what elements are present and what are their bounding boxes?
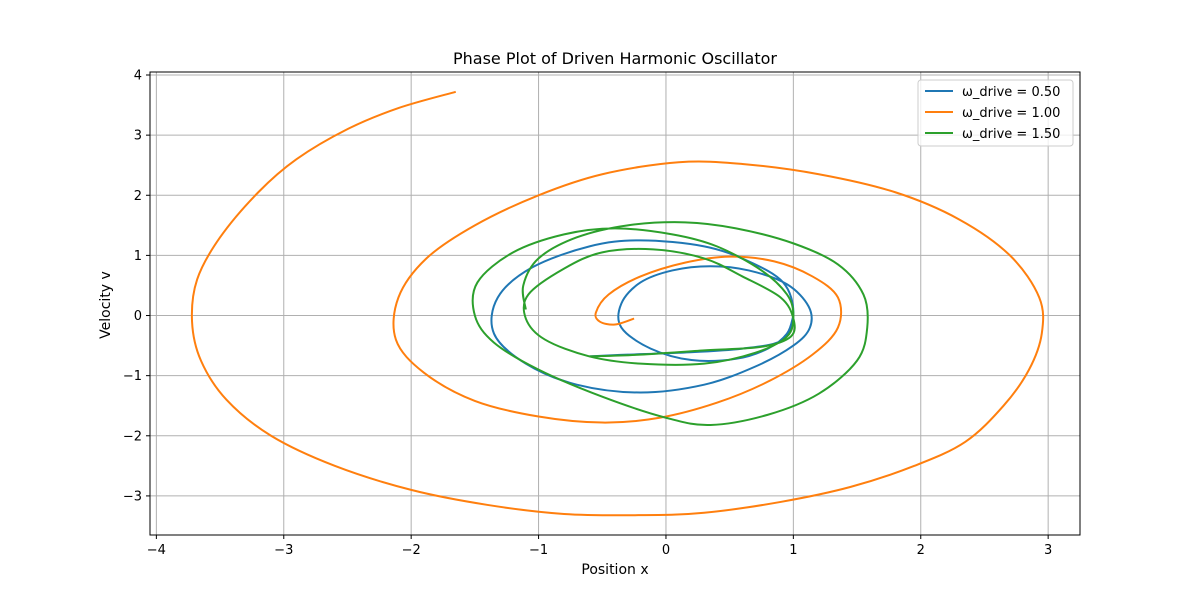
x-axis-title: Position x: [581, 562, 648, 578]
series-line-3: [471, 221, 869, 426]
x-tick-label: 2: [917, 543, 925, 558]
x-tick-label: −2: [402, 543, 421, 558]
tick-layer: −4 −3 −2 −1 0 1 2 3 −3 −2 −1 0 1 2 3 4: [123, 69, 1052, 558]
legend-label-3: ω_drive = 1.50: [962, 127, 1060, 142]
legend-box: [917, 79, 1074, 147]
legend: ω_drive = 0.50 ω_drive = 1.00 ω_drive = 1.…: [917, 79, 1074, 147]
series-layer: [190, 90, 1045, 517]
series-line-2: [190, 90, 1045, 517]
x-tick-label: 3: [1044, 543, 1052, 558]
x-tick-label: −4: [147, 543, 166, 558]
grid-layer: [150, 72, 1080, 535]
y-tick-label: −1: [123, 369, 142, 384]
x-tick-label: 0: [662, 543, 670, 558]
y-axis-title: Velocity v: [98, 271, 114, 339]
y-tick-label: 2: [134, 189, 142, 204]
x-tick-label: 1: [789, 543, 797, 558]
series-line-1: [490, 239, 813, 394]
y-tick-label: 4: [134, 69, 142, 84]
x-tick-label: −3: [274, 543, 293, 558]
y-tick-label: 1: [134, 249, 142, 264]
legend-label-2: ω_drive = 1.00: [962, 106, 1060, 121]
x-tick-label: −1: [529, 543, 548, 558]
chart-title: Phase Plot of Driven Harmonic Oscillator: [453, 49, 777, 68]
y-tick-label: −2: [123, 429, 142, 444]
legend-label-1: ω_drive = 0.50: [962, 85, 1060, 100]
y-tick-label: 0: [134, 309, 142, 324]
y-tick-label: 3: [134, 129, 142, 144]
plot-frame: [149, 71, 1081, 536]
y-tick-label: −3: [123, 489, 142, 504]
